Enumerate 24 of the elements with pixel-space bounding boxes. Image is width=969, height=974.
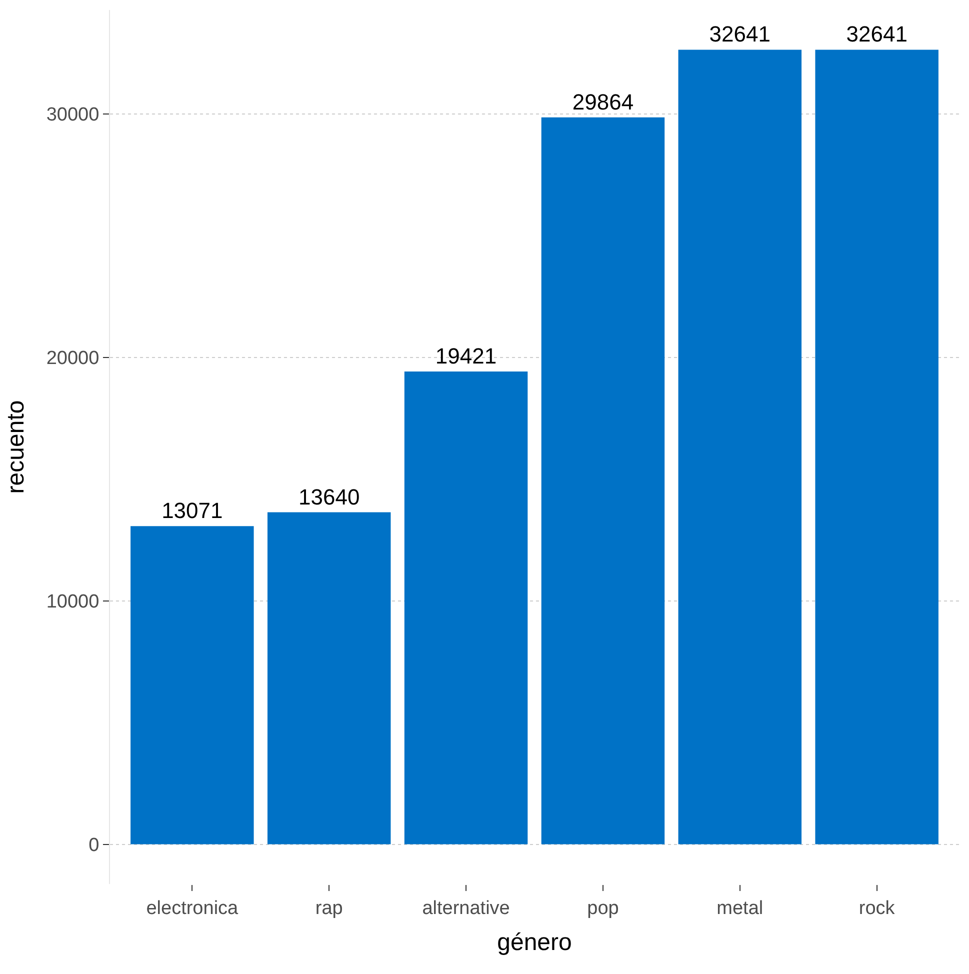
data-label: 32641	[846, 22, 908, 47]
y-axis-title: recuento	[2, 400, 30, 494]
data-label: 13640	[298, 484, 360, 510]
bar	[130, 526, 254, 844]
x-tick-label: metal	[716, 898, 764, 919]
data-label: 29864	[572, 89, 634, 114]
x-axis-title: género	[497, 929, 572, 956]
y-tick-label: 0	[88, 834, 100, 856]
bar	[267, 512, 391, 844]
bar	[815, 50, 938, 844]
x-tick-label: rock	[858, 898, 896, 919]
data-label: 13071	[162, 498, 223, 524]
data-label: 19421	[435, 344, 497, 369]
data-label: 32641	[709, 22, 770, 47]
y-tick-label: 10000	[46, 592, 100, 612]
x-tick-label: alternative	[422, 898, 510, 919]
y-tick-label: 30000	[46, 104, 100, 126]
x-tick-label: electronica	[146, 898, 239, 919]
x-tick-label: rap	[315, 898, 343, 919]
y-tick-label: 20000	[46, 348, 100, 370]
bar	[678, 50, 802, 844]
x-tick-label: pop	[587, 898, 619, 919]
bar	[404, 372, 528, 844]
bar	[541, 117, 665, 844]
